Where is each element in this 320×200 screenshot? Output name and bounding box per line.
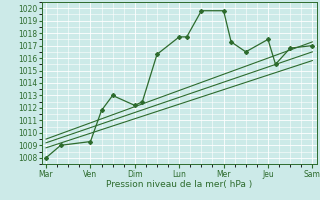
X-axis label: Pression niveau de la mer( hPa ): Pression niveau de la mer( hPa )	[106, 180, 252, 189]
